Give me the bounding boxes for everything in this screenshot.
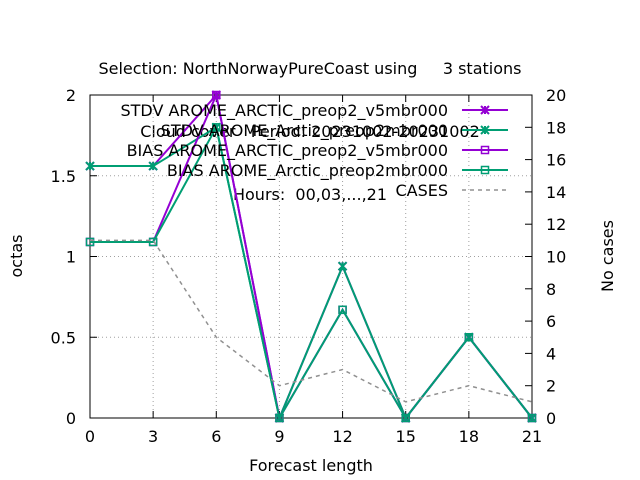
title-line-3: Hours: 00,03,...,21 xyxy=(232,185,388,204)
x-tick-label: 12 xyxy=(332,427,352,446)
marker-square xyxy=(527,413,537,423)
marker-square xyxy=(212,123,221,132)
y2-axis-label: No cases xyxy=(598,220,617,292)
legend-label: CASES xyxy=(395,181,448,200)
series-4 xyxy=(85,123,537,423)
y-tick-label: 0.5 xyxy=(51,328,76,347)
marker-square xyxy=(275,413,284,423)
x-tick-label: 9 xyxy=(274,427,284,446)
title-line-1: Selection: NorthNorwayPureCoast using 3 … xyxy=(98,59,522,78)
grid-lines xyxy=(90,95,532,418)
y2-tick-label: 16 xyxy=(546,151,566,170)
marker-square xyxy=(212,90,221,100)
y-tick-label: 1 xyxy=(66,248,76,267)
marker-square xyxy=(85,237,95,247)
marker-square xyxy=(480,165,490,175)
series-group xyxy=(85,90,537,423)
x-tick-label: 18 xyxy=(459,427,479,446)
marker-square xyxy=(480,145,490,155)
y2-tick-label: 0 xyxy=(546,409,556,428)
x-tick-label: 0 xyxy=(85,427,95,446)
y-tick-label: 2 xyxy=(66,86,76,105)
y2-tick-label: 8 xyxy=(546,280,556,299)
x-axis-label: Forecast length xyxy=(249,456,373,475)
y-axis-label: octas xyxy=(7,235,26,278)
y-tick-label: 0 xyxy=(66,409,76,428)
marker-x xyxy=(85,161,95,171)
y2-tick-label: 12 xyxy=(546,215,566,234)
y2-tick-label: 20 xyxy=(546,86,566,105)
y-tick-label: 1.5 xyxy=(51,167,76,186)
x-tick-label: 3 xyxy=(148,427,158,446)
marker-square xyxy=(464,333,474,342)
legend-label: BIAS AROME_ARCTIC_preop2_v5mbr000 xyxy=(127,141,448,161)
y2-tick-label: 18 xyxy=(546,118,566,137)
marker-square xyxy=(148,237,158,247)
marker-square xyxy=(401,413,410,423)
marker-x xyxy=(480,125,490,135)
y2-tick-label: 10 xyxy=(546,248,566,267)
y2-tick-label: 6 xyxy=(546,312,556,331)
series-line xyxy=(90,239,533,403)
marker-x xyxy=(480,105,490,115)
marker-x xyxy=(148,161,158,171)
marker-x xyxy=(337,261,348,271)
legend-label: STDV AROME_ARCTIC_preop2_v5mbr000 xyxy=(120,101,448,121)
series-5 xyxy=(90,239,533,403)
marker-square xyxy=(338,305,347,315)
x-tick-label: 6 xyxy=(211,427,221,446)
y2-tick-label: 4 xyxy=(546,344,556,363)
legend-label: BIAS AROME_Arctic_preop2mbr000 xyxy=(167,161,448,181)
y2-tick-label: 2 xyxy=(546,377,556,396)
x-tick-label: 21 xyxy=(522,427,542,446)
series-line xyxy=(90,124,533,421)
x-tick-label: 15 xyxy=(396,427,416,446)
legend-label: STDV AROME_Arctic_preop2mbr000 xyxy=(161,121,448,141)
y2-tick-label: 14 xyxy=(546,183,566,202)
